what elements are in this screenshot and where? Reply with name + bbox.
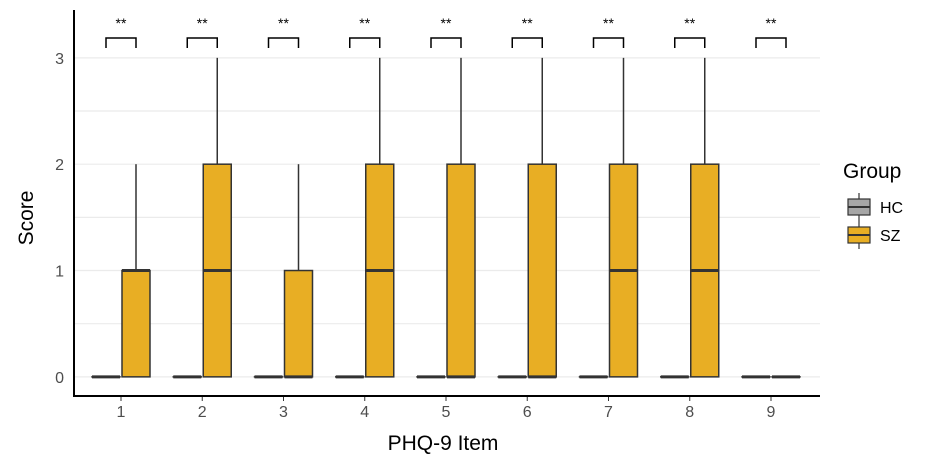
significance-bracket [105,37,137,48]
x-tick-label: 4 [360,404,369,421]
significance-label: ** [603,15,614,31]
legend-label-hc: HC [880,200,903,217]
x-tick-label: 6 [523,404,532,421]
box-sz [690,57,720,378]
significance-label: ** [278,15,289,31]
significance-bracket [674,37,706,48]
x-tick-label: 2 [198,404,207,421]
box-sz [527,57,557,379]
significance-bracket [267,37,300,48]
significance-bracket [430,37,462,48]
tick-labels: 0 1 2 3 1 2 3 4 5 6 7 8 9 [55,51,775,421]
x-tick-label: 7 [604,404,613,421]
y-tick-label: 2 [55,157,64,174]
box-sz [121,164,151,378]
x-tick-label: 8 [685,404,694,421]
significance-label: ** [441,15,452,31]
significance-label: ** [116,15,127,31]
box-sz [283,164,314,379]
legend-title: Group [843,160,901,183]
x-tick-label: 3 [279,404,288,421]
y-axis-title: Score [15,191,38,246]
y-tick-label: 3 [55,51,64,68]
box-body [121,269,151,378]
box-sz [202,57,232,378]
x-axis-title: PHQ-9 Item [388,432,499,455]
box-body [527,163,557,378]
x-tick-label: 9 [767,404,776,421]
x-tick-label: 5 [442,404,451,421]
y-tick-label: 0 [55,370,64,387]
significance-label: ** [684,15,695,31]
significance-bracket [755,37,787,48]
significance-label: ** [766,15,777,31]
legend: Group HC SZ [843,160,903,249]
significance-label: ** [359,15,370,31]
axes [73,10,820,397]
significance-label: ** [522,15,533,31]
box-sz [608,57,639,378]
significance-bracket [592,37,625,48]
significance-label: ** [197,15,208,31]
significance-bracket [186,37,218,48]
significance-bracket [349,37,381,48]
significance-bracket [511,37,543,48]
legend-label-sz: SZ [880,228,901,245]
box-body [446,163,476,378]
x-tick-label: 1 [117,404,126,421]
significance-brackets: ** ** ** ** ** ** ** ** ** [105,15,787,48]
box-body [283,269,314,378]
box-sz [446,57,476,379]
y-tick-label: 1 [55,264,64,281]
box-layer [91,57,801,379]
box-sz [365,57,395,378]
